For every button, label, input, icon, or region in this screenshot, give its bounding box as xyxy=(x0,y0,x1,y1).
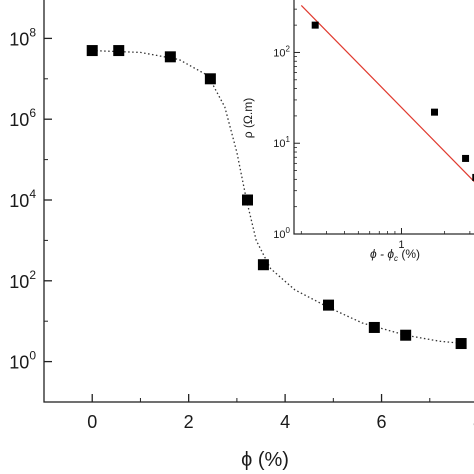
inset-data-point xyxy=(472,173,474,181)
main-x-tick-label: 0 xyxy=(87,412,97,432)
main-y-tick-exp: 2 xyxy=(29,268,36,282)
main-data-point xyxy=(400,329,412,341)
inset-x-tick-label: 1 xyxy=(398,239,404,251)
inset-data-point xyxy=(311,21,319,29)
inset-data-point xyxy=(431,108,439,116)
main-data-point xyxy=(323,299,335,311)
inset-x-title-sub: c xyxy=(394,254,398,263)
main-data-point xyxy=(257,259,269,271)
inset-fit-line xyxy=(300,4,474,183)
main-x-tick-label: 6 xyxy=(377,412,387,432)
inset-plot-frame xyxy=(293,0,474,235)
main-data-point xyxy=(113,45,125,57)
inset-y-tick-label: 102 xyxy=(273,44,290,59)
main-y-tick-exp: 8 xyxy=(29,25,36,39)
main-data-point xyxy=(241,194,253,206)
main-x-tick-label: 8 xyxy=(473,412,474,432)
main-data-point xyxy=(164,51,176,63)
inset-y-tick-label: 100 xyxy=(273,226,290,241)
main-y-tick-exp: 0 xyxy=(29,349,36,363)
main-y-tick-base: 10 xyxy=(9,29,29,49)
main-y-tick-base: 10 xyxy=(9,191,29,211)
main-x-tick-label: 4 xyxy=(280,412,290,432)
inset-y-axis-title: ρ (Ω.m) xyxy=(241,98,255,138)
main-y-tick-base: 10 xyxy=(9,110,29,130)
main-fit-curve xyxy=(92,49,464,345)
main-y-tick-base: 10 xyxy=(9,272,29,292)
main-y-tick-label: 102 xyxy=(9,268,36,292)
inset-x-axis-title: ϕ - ϕc (%) xyxy=(370,247,420,263)
inset-x-title-tail: (%) xyxy=(398,247,420,261)
main-data-point xyxy=(204,73,216,85)
main-y-tick-exp: 4 xyxy=(29,187,36,201)
main-y-tick-label: 108 xyxy=(9,25,36,49)
main-plot: 02468100102104106108 xyxy=(9,25,474,432)
inset-y-tick-exp: 1 xyxy=(286,135,291,144)
main-y-tick-base: 10 xyxy=(9,353,29,373)
main-y-tick-label: 100 xyxy=(9,349,36,373)
main-data-point xyxy=(455,338,467,350)
inset-y-tick-base: 10 xyxy=(273,47,285,59)
inset-data-point xyxy=(462,154,470,162)
inset-y-tick-base: 10 xyxy=(273,229,285,241)
main-data-point xyxy=(368,321,380,333)
main-x-axis-title: ϕ (%) xyxy=(241,449,289,471)
inset-y-tick-label: 101 xyxy=(273,135,290,150)
main-data-point xyxy=(86,45,98,57)
inset-y-tick-exp: 2 xyxy=(286,44,291,53)
main-y-tick-label: 106 xyxy=(9,106,36,130)
inset-y-tick-exp: 0 xyxy=(286,226,291,235)
inset-y-tick-base: 10 xyxy=(273,138,285,150)
inset-x-title-main: ϕ - ϕ xyxy=(370,247,394,261)
main-y-tick-exp: 6 xyxy=(29,106,36,120)
main-y-tick-label: 104 xyxy=(9,187,36,211)
main-x-tick-label: 2 xyxy=(184,412,194,432)
